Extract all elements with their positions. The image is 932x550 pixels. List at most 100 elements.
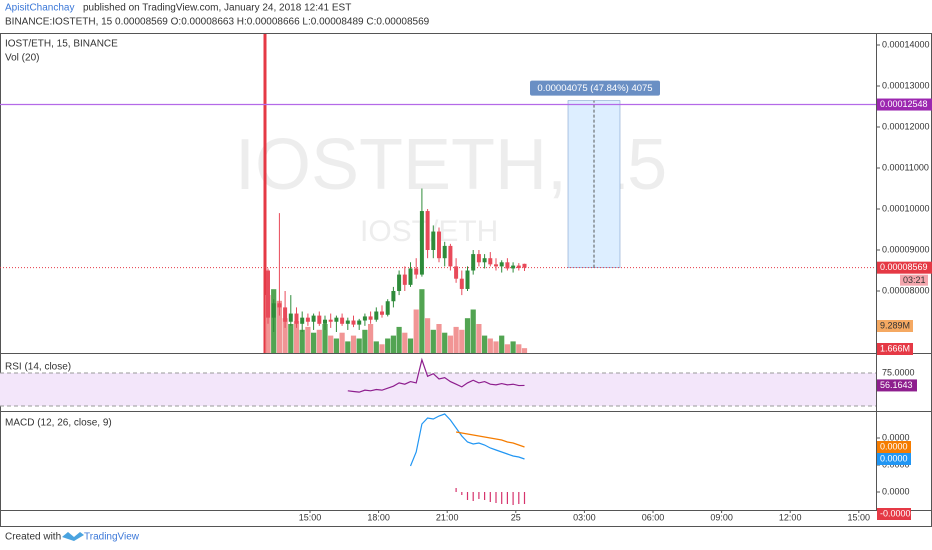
- volume-legend: Vol (20): [5, 53, 39, 64]
- macd-hist: [512, 492, 514, 505]
- author[interactable]: ApisitChanchay: [5, 3, 74, 14]
- candle-body: [368, 316, 373, 320]
- x-tick-label: 18:00: [367, 512, 390, 522]
- candle-body: [459, 278, 464, 289]
- volume-bar: [356, 338, 362, 353]
- macd-hist: [478, 492, 480, 499]
- y-tick-label: 0.00010000: [882, 203, 930, 213]
- rsi-last-tag: [877, 379, 917, 392]
- macd-hist: [455, 488, 457, 492]
- y-tick-label: 0.00011000: [882, 162, 929, 172]
- candle-body: [283, 307, 288, 322]
- measure-tag: [530, 80, 660, 96]
- rsi-last-label: 56.1643: [880, 380, 913, 390]
- candle-body: [362, 316, 367, 321]
- volume-bar: [362, 329, 368, 353]
- volume-bar: [430, 329, 436, 353]
- macd-hist: [484, 492, 486, 500]
- candle-body: [391, 291, 396, 302]
- volume-bar: [339, 332, 345, 353]
- candle-body: [448, 245, 453, 267]
- signal-tag: [877, 441, 911, 453]
- x-tick-label: 15:00: [848, 512, 871, 522]
- volume-bar: [265, 295, 271, 353]
- volume-bar: [322, 324, 328, 353]
- candle-body: [397, 274, 402, 291]
- candle-body: [340, 317, 345, 324]
- macd-tag: [877, 453, 911, 465]
- footer-brand[interactable]: TradingView: [84, 532, 140, 543]
- macd-hist: [495, 492, 497, 503]
- candle-body: [499, 262, 504, 267]
- candle-body: [300, 317, 305, 324]
- volume-bar: [470, 309, 476, 353]
- candle-body: [408, 268, 413, 285]
- volume-bar: [510, 341, 516, 353]
- candle-body: [482, 258, 487, 263]
- macd-hist: [501, 492, 503, 504]
- candle-body: [511, 265, 516, 269]
- candle-body: [323, 319, 327, 324]
- hline-label: 0.00012548: [880, 99, 928, 109]
- volume-bar: [396, 326, 402, 353]
- y-tick-label: 0.00012000: [882, 121, 930, 131]
- macd-hist: [518, 492, 520, 504]
- y-tick-label: 0.00014000: [882, 39, 930, 49]
- candle-body: [311, 315, 316, 322]
- x-tick-label: 21:00: [436, 512, 459, 522]
- volume-bar: [464, 318, 471, 353]
- volume-bar: [504, 344, 510, 353]
- candle-body: [328, 319, 333, 322]
- y-tick-label: 0.00009000: [882, 244, 930, 254]
- countdown: 03:21: [903, 275, 926, 285]
- macd-hist: [506, 492, 508, 504]
- macd-last-label: 0.0000: [880, 453, 908, 463]
- y-tick-label: 0.00013000: [882, 80, 930, 90]
- candle-body: [471, 254, 476, 271]
- volume-bar: [516, 344, 522, 353]
- candle-body: [488, 258, 493, 265]
- hline-tag: [877, 98, 932, 111]
- candle-body: [419, 211, 424, 275]
- volume-bar: [282, 318, 288, 353]
- candle-body: [385, 301, 390, 315]
- candle-body: [402, 274, 407, 285]
- volume-bar: [328, 335, 334, 353]
- volume-bar: [453, 326, 459, 353]
- volume-bar: [436, 324, 442, 353]
- vol-last-tag: [877, 343, 913, 355]
- candle-body: [266, 270, 270, 318]
- volume-bar: [385, 338, 391, 353]
- x-tick-label: 09:00: [710, 512, 733, 522]
- volume-bar: [350, 335, 357, 353]
- candle-body: [277, 303, 282, 308]
- volume-bar: [447, 335, 453, 353]
- volume-bar: [305, 326, 311, 353]
- volume-bar: [402, 332, 408, 353]
- volume-bar: [288, 324, 294, 353]
- volume-bar: [299, 329, 305, 353]
- macd-line: [409, 413, 525, 467]
- volume-bar: [311, 332, 317, 353]
- macd-hist: [472, 492, 474, 501]
- candle-body: [425, 211, 430, 250]
- candle-body: [380, 311, 384, 315]
- candle-body: [454, 266, 459, 279]
- volume-bar: [487, 338, 493, 353]
- hist-last-label: -0.0000: [880, 508, 911, 518]
- candle-body: [442, 245, 447, 259]
- candle-body: [465, 270, 470, 289]
- rsi-tick-label: 75.0000: [882, 367, 915, 377]
- countdown-tag: [900, 274, 928, 286]
- candle-body: [431, 231, 436, 250]
- candle-body: [351, 320, 356, 325]
- vol-ma-label: 9.289M: [880, 320, 910, 330]
- volume-bar: [390, 335, 396, 353]
- volume-bar: [379, 344, 385, 353]
- candle-body: [414, 268, 419, 275]
- candle-body: [494, 264, 498, 267]
- volume-bar: [459, 329, 465, 353]
- volume-bar: [493, 341, 499, 353]
- volume-bar: [293, 321, 300, 353]
